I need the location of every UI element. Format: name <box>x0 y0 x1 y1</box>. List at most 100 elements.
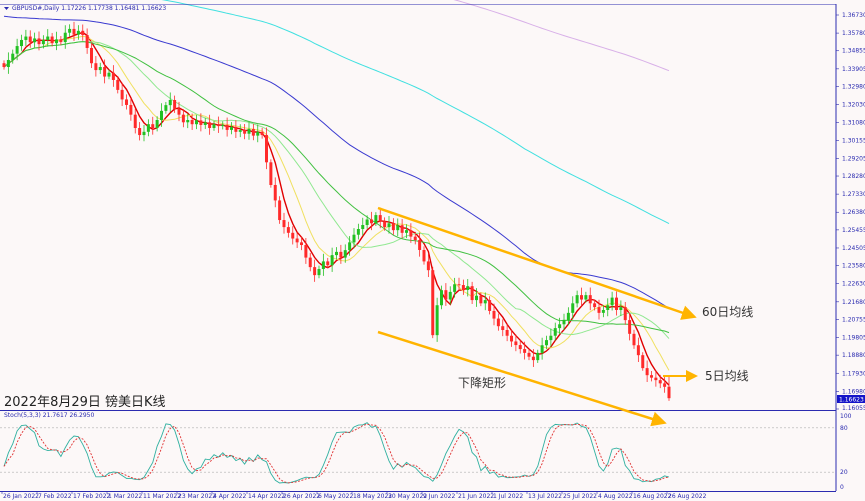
time-tick-label: 21 Jun 2022 <box>458 493 494 500</box>
candle-body <box>72 28 76 35</box>
candle-body <box>225 124 229 130</box>
candle-body <box>59 39 63 43</box>
time-tick-label: 18 May 2022 <box>353 493 392 500</box>
candle-body <box>173 99 177 109</box>
candle-body <box>374 215 378 224</box>
candle-body <box>636 345 640 356</box>
candle-body <box>133 114 137 129</box>
candle-body <box>549 335 553 341</box>
candle-body <box>230 127 233 130</box>
candle-body <box>514 341 518 346</box>
candle-body <box>120 89 124 100</box>
candle-body <box>313 267 317 276</box>
price-tick-label: 1.16980 <box>842 388 865 395</box>
stoch-k-line <box>3 422 670 484</box>
overlay-title: 2022年8月29日 镑美日K线 <box>4 394 166 410</box>
candle-body <box>291 232 295 239</box>
channel-lower-line[interactable] <box>377 330 667 427</box>
time-tick-label: 4 Aug 2022 <box>598 493 633 500</box>
candle-body <box>361 225 365 230</box>
candle-body <box>286 227 290 233</box>
price-axis: 1.36730 1.35780 1.34855 1.33905 1.32980 1.320… <box>836 12 865 412</box>
candle-body <box>50 36 54 44</box>
ma60-annotation: 60日均线 <box>702 305 753 319</box>
candle-body <box>177 108 181 115</box>
candle-body <box>94 63 98 71</box>
candle-body <box>151 124 155 129</box>
price-tick-label: 1.16055 <box>842 405 865 412</box>
candle-body <box>623 307 627 321</box>
price-tick-label: 1.19805 <box>842 335 865 342</box>
candle-body <box>348 242 352 251</box>
candle-body <box>492 310 496 319</box>
candle-body <box>41 39 45 45</box>
candle-body <box>269 162 273 185</box>
candle-body <box>216 124 220 127</box>
candle-body <box>129 104 133 115</box>
stoch-level-label: 0 <box>840 484 844 491</box>
price-tick-label: 1.29205 <box>842 155 865 162</box>
candle-body <box>203 122 207 125</box>
price-tick-label: 1.20755 <box>842 316 865 323</box>
candle-body <box>601 309 605 313</box>
candle-body <box>256 131 260 136</box>
candles <box>2 21 671 401</box>
candle-body <box>396 225 400 231</box>
time-tick-label: 26 Apr 2022 <box>283 493 320 500</box>
price-tick-label: 1.27330 <box>842 191 865 198</box>
candle-body <box>431 270 435 336</box>
stoch-header: Stoch(5,3,3) 21.7617 26.2950 <box>4 412 95 419</box>
price-tick-label: 1.32980 <box>842 83 865 90</box>
candle-body <box>610 297 614 306</box>
candle-body <box>566 312 570 321</box>
time-tick-label: 4 Apr 2022 <box>213 493 246 500</box>
candle-body <box>588 295 592 304</box>
candle-body <box>479 295 483 304</box>
candle-body <box>356 229 360 235</box>
candle-body <box>510 335 513 342</box>
price-tick-label: 1.22630 <box>842 281 865 288</box>
candle-body <box>518 345 522 350</box>
price-tick-label: 1.33905 <box>842 66 865 73</box>
candle-body <box>383 221 387 228</box>
candle-body <box>155 120 159 129</box>
candle-body <box>453 284 457 292</box>
price-tick-label: 1.26380 <box>842 209 865 216</box>
time-tick-label: 16 Aug 2022 <box>633 493 672 500</box>
time-tick-label: 1 Jul 2022 <box>493 493 523 500</box>
channel-upper-line[interactable] <box>377 206 697 320</box>
candle-body <box>505 330 509 336</box>
candle-body <box>658 380 662 384</box>
candle-body <box>558 324 562 329</box>
candle-body <box>208 122 212 129</box>
candle-body <box>300 242 303 246</box>
candle-body <box>85 35 89 48</box>
price-tick-label: 1.24505 <box>842 245 865 252</box>
time-tick-label: 17 Feb 2022 <box>73 493 111 500</box>
stoch-level-label: 80 <box>840 425 848 432</box>
time-tick-label: 26 Jan 2022 <box>3 493 39 500</box>
candle-body <box>107 72 111 77</box>
candle-body <box>667 386 671 399</box>
candle-body <box>448 291 452 300</box>
candle-body <box>24 36 28 40</box>
ma-240-line <box>453 0 670 72</box>
candle-body <box>440 290 443 306</box>
candle-body <box>168 99 172 106</box>
collapse-triangle-icon[interactable] <box>4 7 9 10</box>
candle-body <box>146 124 150 132</box>
candle-body <box>536 352 540 361</box>
candle-body <box>370 219 373 224</box>
candle-body <box>76 30 80 35</box>
candle-body <box>273 184 277 201</box>
candle-body <box>422 249 426 262</box>
candle-body <box>654 377 658 381</box>
candle-body <box>457 284 461 286</box>
candle-body <box>400 225 404 233</box>
time-tick-label: 26 Aug 2022 <box>668 493 707 500</box>
price-tick-label: 1.34855 <box>842 48 865 55</box>
candle-body <box>63 32 67 43</box>
chart-header: GBPUSD#,Daily 1.17226 1.17738 1.16481 1.… <box>12 5 166 12</box>
